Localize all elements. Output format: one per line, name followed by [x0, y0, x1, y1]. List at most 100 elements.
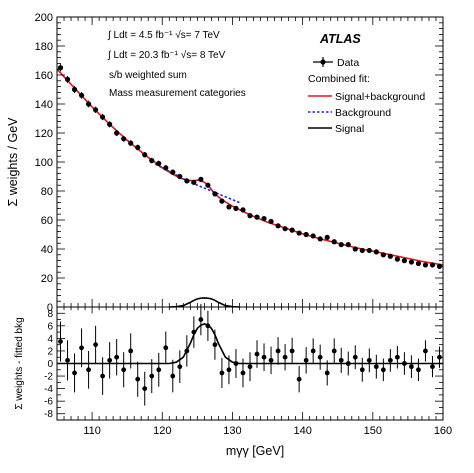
bottom-data-point [359, 367, 365, 373]
bottom-data-point [86, 367, 91, 373]
bottom-data-point [317, 354, 323, 360]
bottom-data-point [409, 364, 414, 370]
bottom-data-point [402, 361, 407, 366]
bottom-data-point [289, 348, 295, 354]
bottom-data-point [345, 361, 351, 366]
top-data-point [289, 227, 295, 233]
top-data-point [345, 242, 351, 248]
bottom-data-point [128, 348, 134, 354]
top-axis-ticks [56, 16, 444, 308]
top-data-point [275, 223, 281, 229]
bottom-data-point [156, 367, 162, 373]
annotation-weighting: s/b weighted sum [109, 70, 187, 81]
bottom-y-tick-label: -4 [44, 384, 53, 395]
bottom-data-point [79, 345, 84, 351]
top-data-point [387, 253, 393, 259]
bottom-y-tick-label: 0 [47, 359, 53, 370]
legend-fit-title: Combined fit: [308, 73, 370, 85]
top-data-point [142, 152, 148, 158]
bottom-data-point [261, 354, 267, 360]
top-series-background [154, 163, 240, 204]
legend-background-label: Background [335, 107, 391, 119]
top-data-point [212, 191, 218, 197]
top-y-tick-label: 140 [35, 99, 53, 111]
bottom-series-layer [57, 323, 443, 365]
top-y-tick-label: 120 [35, 128, 53, 140]
bottom-data-point [310, 348, 316, 354]
top-y-tick-label: 180 [35, 41, 53, 53]
bottom-data-point [163, 345, 169, 351]
bottom-data-point [198, 317, 204, 322]
top-data-point [394, 256, 400, 262]
top-data-point [170, 169, 176, 175]
top-series-signal-background [56, 68, 444, 266]
x-axis-title: mγγ [GeV] [226, 444, 284, 458]
top-series-layer [56, 68, 444, 308]
top-data-point [219, 198, 225, 204]
top-data-point [331, 239, 337, 245]
top-data-point [268, 218, 274, 225]
bottom-data-point [268, 357, 274, 363]
x-tick-label: 120 [153, 425, 171, 437]
top-y-tick-label: 40 [41, 244, 53, 256]
top-data-point [191, 179, 197, 185]
top-series-signal [169, 297, 240, 308]
top-data-point [247, 213, 253, 219]
top-panel: 0 20 40 60 80 100 120 140 160 180 200 [35, 12, 444, 314]
top-data-point [373, 249, 379, 255]
bottom-y-tick-label: -2 [44, 372, 53, 383]
bottom-data-point [338, 357, 344, 363]
bottom-data-point [170, 373, 176, 379]
bottom-data-point [107, 357, 113, 363]
top-data-point [415, 260, 422, 267]
bottom-data-point [142, 386, 148, 392]
top-data-point [64, 76, 71, 82]
top-data-point [128, 140, 134, 146]
top-y-axis-title: Σ weights / GeV [6, 117, 20, 207]
top-data-point [226, 204, 232, 210]
top-data-point [177, 173, 183, 180]
top-data-point [198, 176, 204, 182]
top-data-point [422, 262, 429, 268]
bottom-data-point [275, 348, 281, 354]
bottom-data-point [149, 373, 155, 379]
top-data-point [85, 101, 92, 107]
x-tick-label: 150 [364, 425, 382, 437]
top-data-point [107, 121, 113, 127]
top-data-point [359, 247, 365, 254]
bottom-y-tick-label: -6 [44, 397, 53, 408]
top-y-tick-label: 20 [41, 273, 53, 285]
annotation-luminosity-7tev: ∫ Ldt = 4.5 fb⁻¹ √s= 7 TeV [107, 29, 220, 41]
bottom-data-point [303, 357, 309, 363]
bottom-data-point [387, 357, 393, 363]
bottom-data-point [135, 376, 141, 382]
top-data-point [352, 246, 358, 252]
top-data-point [78, 92, 85, 98]
top-y-tick-label: 100 [35, 157, 53, 169]
top-y-tick-label: 160 [35, 70, 53, 82]
bottom-data-point [352, 354, 358, 360]
top-data-point [121, 136, 127, 142]
top-data-point [380, 252, 386, 258]
bottom-data-point [184, 348, 190, 354]
bottom-data-point [394, 354, 400, 360]
top-data-point [338, 242, 344, 248]
bottom-data-point [324, 370, 330, 376]
top-data-point [114, 130, 120, 136]
top-data-point [93, 107, 99, 113]
x-tick-label: 130 [223, 425, 241, 437]
top-y-tick-label: 200 [35, 12, 53, 24]
bottom-data-point [380, 367, 386, 373]
bottom-data-point [416, 367, 421, 373]
bottom-data-point [373, 364, 379, 370]
bottom-data-point [219, 370, 225, 376]
top-data-point [310, 233, 316, 239]
bottom-data-point [58, 339, 63, 344]
top-data-point [429, 262, 436, 268]
annotation-luminosity-8tev: ∫ Ldt = 20.3 fb⁻¹ √s= 8 TeV [107, 49, 226, 61]
bottom-y-tick-label: -8 [44, 409, 53, 420]
bottom-data-point [226, 367, 232, 373]
bottom-data-point [205, 323, 211, 329]
bottom-data-point [423, 348, 428, 354]
